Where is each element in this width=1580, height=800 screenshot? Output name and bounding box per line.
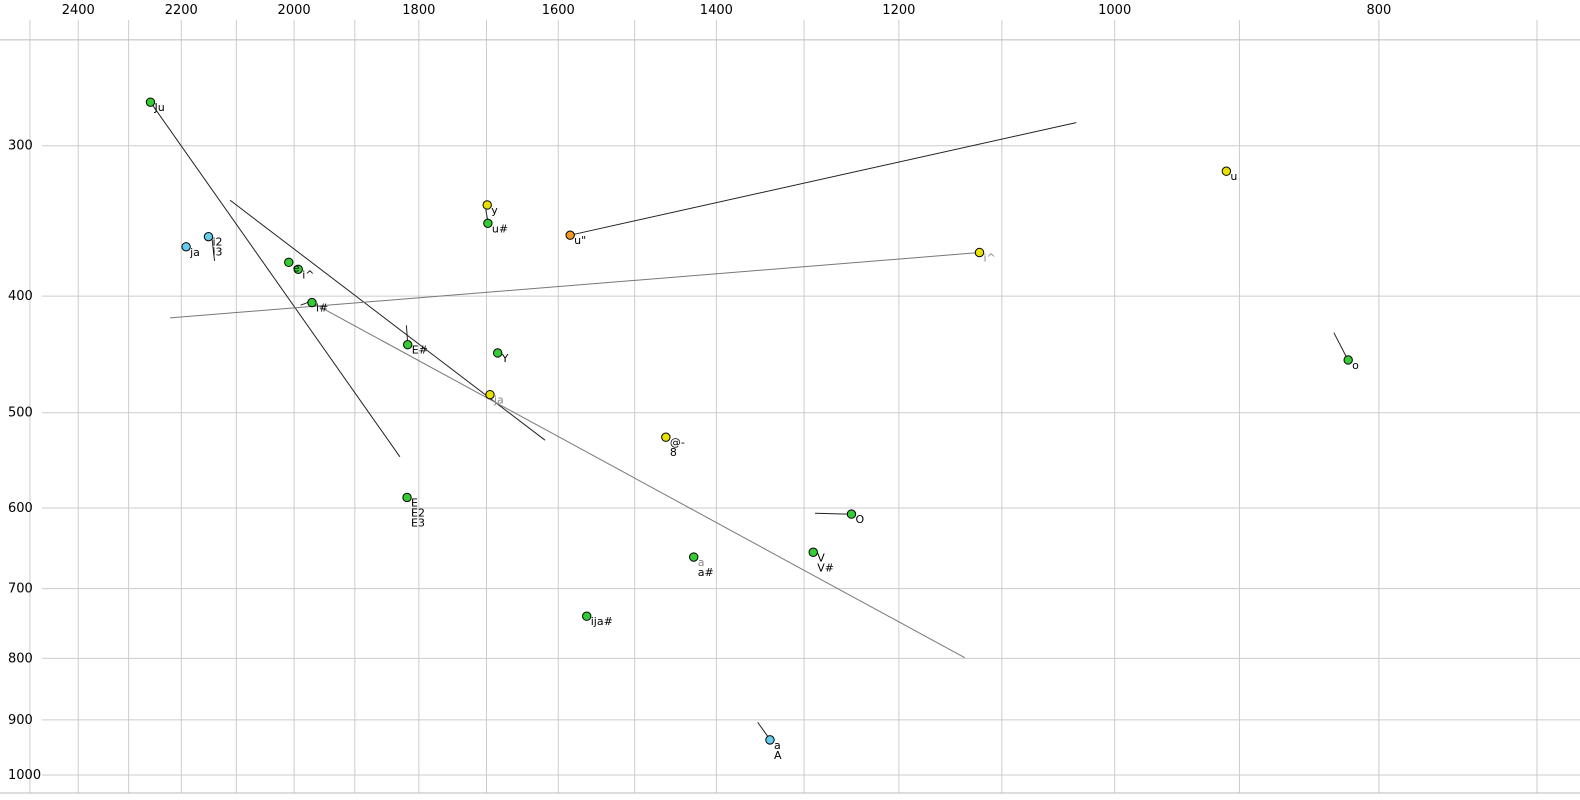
point-label-at-dash-1: 8: [670, 446, 677, 459]
data-point-u-sharp: [483, 218, 493, 229]
point-label-u-0: u: [1230, 170, 1237, 183]
x-tick-label: 1800: [402, 3, 435, 18]
data-point-O: [846, 509, 857, 519]
point-label-ja-front-0: ja: [189, 246, 200, 259]
point-label-E-1: E2: [411, 506, 425, 519]
data-point-ija-sharp: [582, 611, 592, 621]
data-point-ja-mid: [485, 389, 495, 400]
trajectory-line-upper-diagonal: [229, 199, 546, 441]
point-label-i-hat-front-0: i^: [302, 268, 314, 281]
data-point-o: [1343, 355, 1353, 365]
point-label-u-sharp-0: u#: [492, 222, 508, 235]
data-point-e: [284, 257, 294, 268]
x-tick-label: 2200: [165, 3, 198, 18]
x-tick-label: 1600: [542, 3, 575, 18]
point-label-E-2: E3: [411, 516, 425, 529]
y-tick-label: 300: [8, 139, 33, 154]
data-point-a-low: [765, 735, 775, 745]
data-point-y: [482, 200, 492, 210]
point-label-E-0: E: [411, 496, 418, 509]
point-label-E-sharp-0: E#: [412, 344, 428, 357]
data-point-Y: [492, 348, 503, 358]
trajectory-line-u-quote-diagonal: [570, 122, 1077, 236]
points-layer: [145, 97, 1353, 745]
y-tick-label: 700: [8, 582, 33, 597]
point-label-a-mid-0: a: [698, 556, 705, 569]
x-tick-label: 1200: [882, 3, 915, 18]
x-tick-label: 2000: [278, 3, 311, 18]
point-label-at-dash-0: @-: [670, 436, 685, 449]
point-label-a-low-1: A: [774, 749, 782, 762]
axis-ticks: 2400 2200 2000 1800 1600 1400 1200 1000 800 300 40…: [8, 3, 1391, 783]
data-point-i2: [203, 231, 214, 242]
y-tick-label: 900: [8, 713, 33, 728]
point-label-Y-0: Y: [501, 352, 509, 365]
y-tick-label: 1000: [8, 768, 41, 783]
data-point-i-sharp: [307, 297, 317, 308]
x-tick-label: 800: [1366, 3, 1391, 18]
trajectory-line-o-tick: [1333, 332, 1348, 358]
trajectory-line-a-low-tick: [757, 721, 769, 738]
point-label-i2-0: i2: [212, 236, 222, 249]
point-label-a-low-0: a: [774, 739, 781, 752]
x-tick-label: 1400: [700, 3, 733, 18]
lines-layer: [150, 101, 1348, 738]
data-point-E: [402, 492, 412, 503]
data-point-i-hat-back: [974, 247, 985, 258]
trajectory-line-long-horizontal: [169, 252, 980, 319]
point-label-O-0: O: [855, 513, 864, 526]
point-label-i-sharp-0: i#: [316, 302, 328, 315]
data-point-Ju: [145, 97, 156, 107]
point-label-ija-sharp-0: ija#: [591, 615, 613, 628]
y-tick-label: 400: [8, 289, 33, 304]
point-label-V-1: V#: [817, 561, 834, 574]
point-label-u-quote-0: u": [574, 234, 586, 247]
x-tick-label: 1000: [1098, 3, 1131, 18]
point-label-e-0: e: [293, 261, 300, 274]
data-point-i-hat-front: [293, 264, 303, 274]
point-label-i2-1: i3: [212, 246, 222, 259]
data-point-u: [1221, 166, 1232, 176]
data-point-u-quote: [565, 230, 575, 240]
point-label-Ju-0: Ju: [153, 101, 164, 114]
y-tick-label: 600: [8, 501, 33, 516]
trajectory-line-ju-diagonal: [150, 101, 401, 458]
data-point-V: [808, 547, 818, 557]
trajectory-line-O-tick: [815, 512, 848, 515]
y-tick-label: 500: [8, 406, 33, 421]
data-point-at-dash: [661, 432, 671, 442]
data-point-a-mid: [689, 552, 699, 562]
trajectory-line-long-gray-diagonal: [311, 302, 966, 659]
y-tick-label: 800: [8, 651, 33, 666]
point-label-o-0: o: [1352, 359, 1359, 372]
grid-layer: [0, 20, 1580, 794]
x-tick-label: 2400: [62, 3, 95, 18]
point-label-ja-mid-0: ja: [493, 394, 504, 407]
trajectory-line-i2-tick: [211, 236, 216, 262]
point-label-V-0: V: [817, 551, 825, 564]
data-point-E-sharp: [403, 340, 413, 350]
point-label-y-0: y: [491, 204, 498, 217]
point-label-a-mid-1: a#: [698, 566, 714, 579]
data-point-ja-front: [181, 242, 191, 252]
point-label-i-hat-back-0: i^: [983, 252, 995, 265]
